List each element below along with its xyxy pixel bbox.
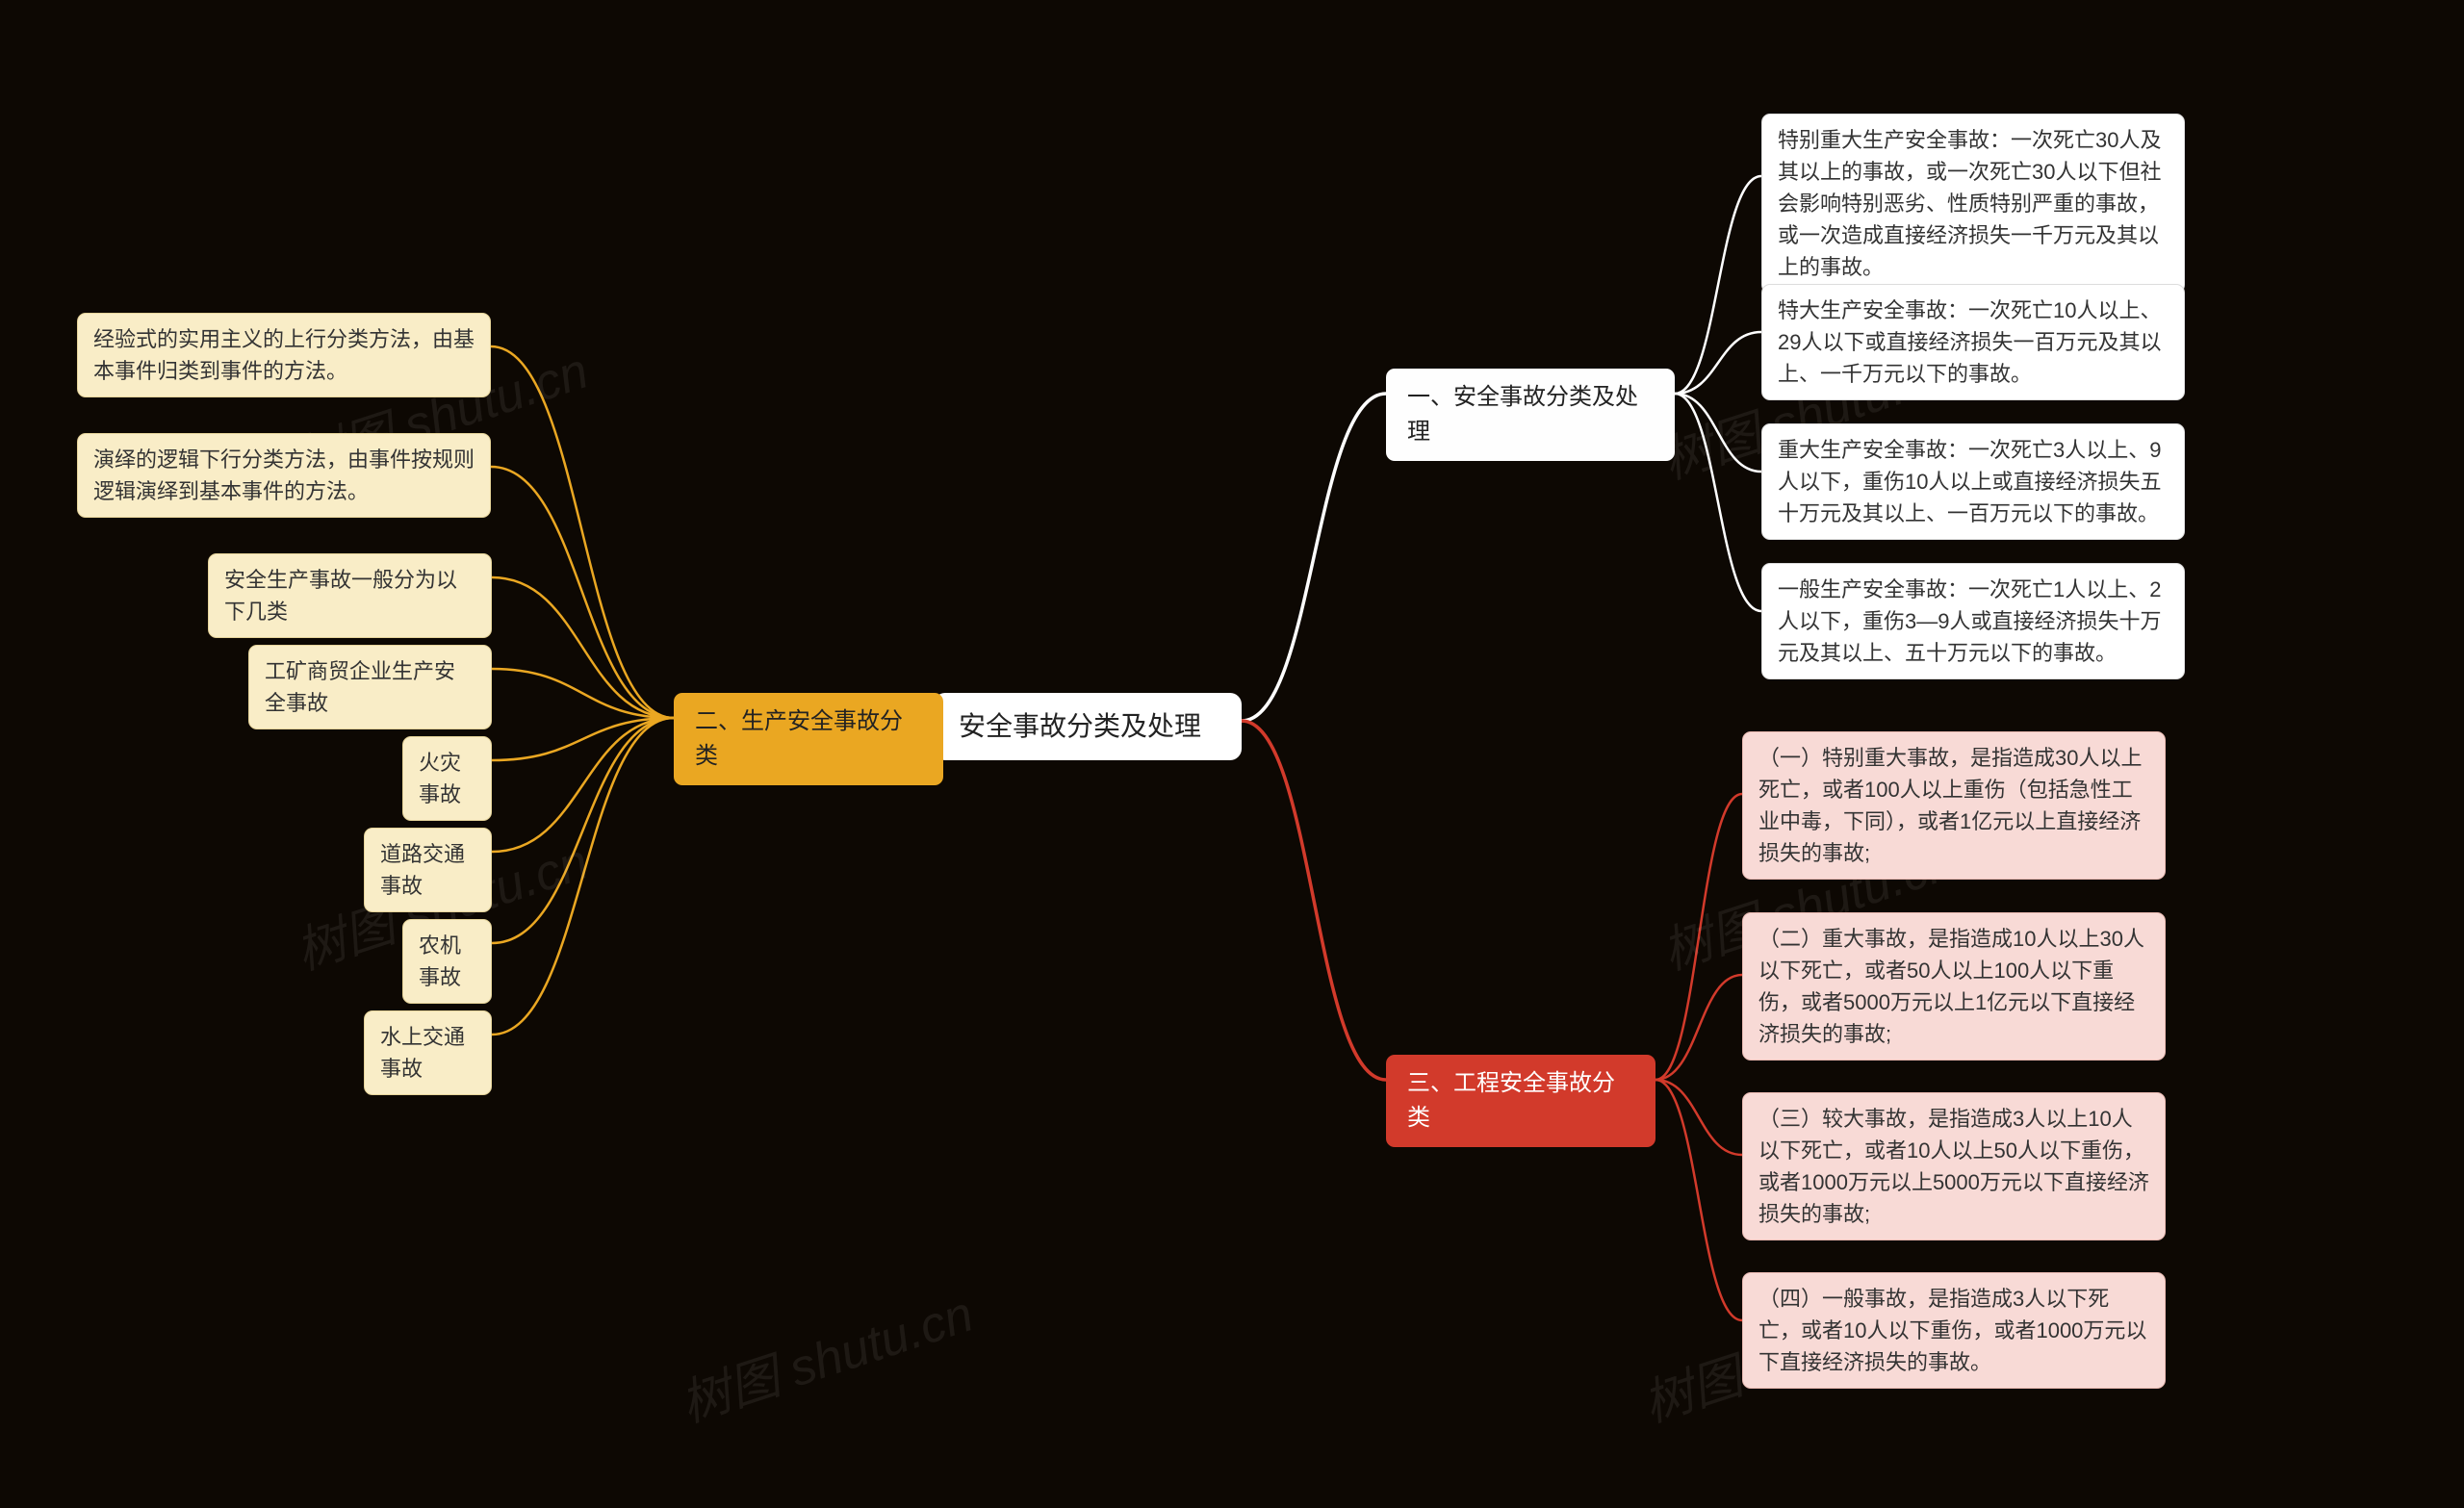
leaf-b3-2[interactable]: （三）较大事故，是指造成3人以上10人以下死亡，或者10人以上50人以下重伤，或…	[1742, 1092, 2166, 1240]
leaf-b1-2[interactable]: 重大生产安全事故：一次死亡3人以上、9人以下，重伤10人以上或直接经济损失五十万…	[1761, 423, 2185, 540]
leaf-b2-5[interactable]: 道路交通事故	[364, 828, 492, 912]
leaf-b2-1[interactable]: 演绎的逻辑下行分类方法，由事件按规则逻辑演绎到基本事件的方法。	[77, 433, 491, 518]
branch-1[interactable]: 一、安全事故分类及处理	[1386, 369, 1675, 461]
leaf-b2-3[interactable]: 工矿商贸企业生产安全事故	[248, 645, 492, 729]
leaf-b2-4[interactable]: 火灾事故	[402, 736, 492, 821]
leaf-b2-0[interactable]: 经验式的实用主义的上行分类方法，由基本事件归类到事件的方法。	[77, 313, 491, 397]
leaf-b3-1[interactable]: （二）重大事故，是指造成10人以上30人以下死亡，或者50人以上100人以下重伤…	[1742, 912, 2166, 1061]
center-node[interactable]: 安全事故分类及处理	[934, 693, 1242, 760]
watermark: 树图 shutu.cn	[670, 1273, 981, 1436]
branch-3[interactable]: 三、工程安全事故分类	[1386, 1055, 1656, 1147]
leaf-b3-3[interactable]: （四）一般事故，是指造成3人以下死亡，或者10人以下重伤，或者1000万元以下直…	[1742, 1272, 2166, 1389]
leaf-b1-1[interactable]: 特大生产安全事故：一次死亡10人以上、29人以下或直接经济损失一百万元及其以上、…	[1761, 284, 2185, 400]
leaf-b3-0[interactable]: （一）特别重大事故，是指造成30人以上死亡，或者100人以上重伤（包括急性工业中…	[1742, 731, 2166, 880]
mindmap-canvas: 树图 shutu.cn 树图 shutu.cn 树图 shutu.cn 树图 s…	[0, 0, 2464, 1508]
leaf-b1-0[interactable]: 特别重大生产安全事故：一次死亡30人及其以上的事故，或一次死亡30人以下但社会影…	[1761, 114, 2185, 294]
leaf-b1-3[interactable]: 一般生产安全事故：一次死亡1人以上、2人以下，重伤3—9人或直接经济损失十万元及…	[1761, 563, 2185, 679]
branch-2[interactable]: 二、生产安全事故分类	[674, 693, 943, 785]
leaf-b2-6[interactable]: 农机事故	[402, 919, 492, 1004]
leaf-b2-2[interactable]: 安全生产事故一般分为以下几类	[208, 553, 492, 638]
leaf-b2-7[interactable]: 水上交通事故	[364, 1010, 492, 1095]
